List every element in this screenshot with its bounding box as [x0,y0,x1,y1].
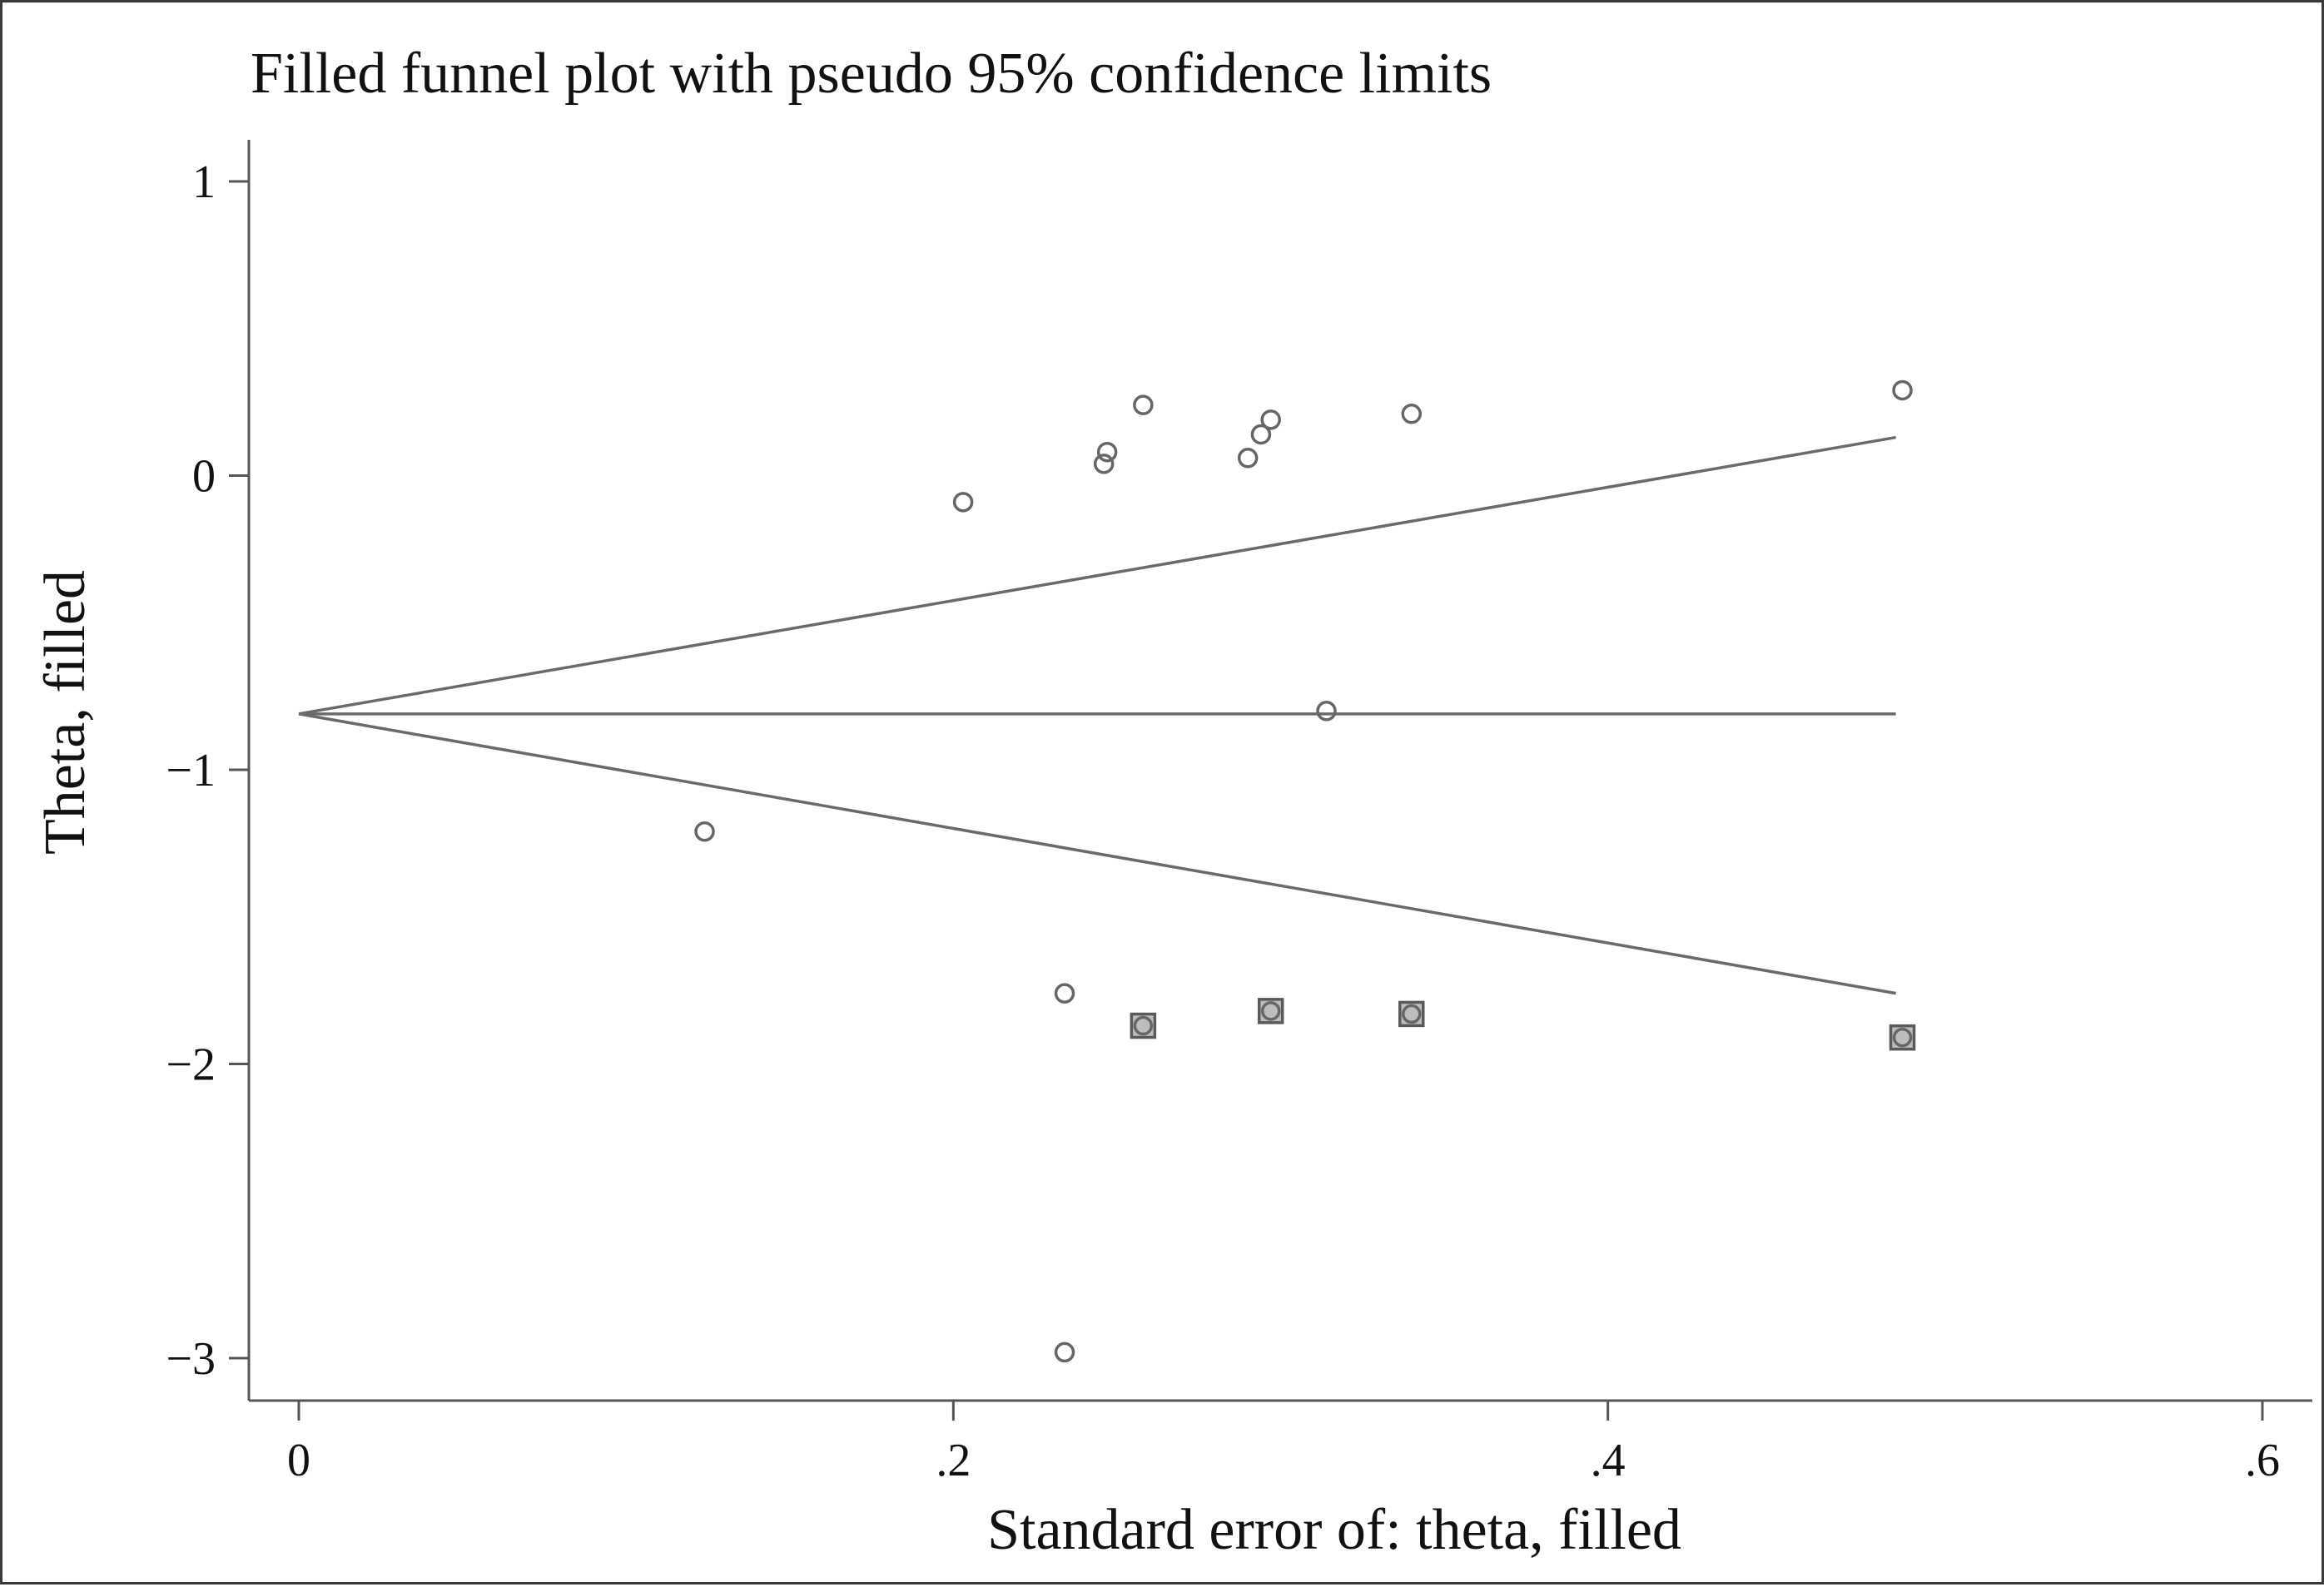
study-point [1093,454,1115,474]
x-tick-label: 0 [287,1435,310,1486]
study-point [1250,424,1272,445]
x-tick-label: .4 [1591,1435,1626,1486]
filled-study-point [1889,1024,1916,1051]
study-point [1133,394,1154,415]
filled-study-circle [1892,1027,1913,1048]
study-point [1096,441,1118,463]
filled-study-circle [1133,1015,1154,1036]
y-tick-label: 0 [192,451,216,503]
study-point [1054,1342,1075,1363]
x-tick-label: .2 [936,1435,971,1486]
y-tick-label: −2 [166,1039,216,1091]
study-point [1316,701,1337,722]
study-point [952,492,974,513]
study-point [1892,379,1913,401]
lower-confidence-limit [298,712,1896,995]
filled-study-point [1398,1000,1425,1028]
study-point [694,821,715,842]
funnel-lines [298,435,1896,995]
data-points [694,379,1916,1363]
axes: 1 0 −1 −2 −3 0 .2 .4 .6 [166,140,2312,1486]
study-point [1260,409,1281,430]
study-point [1401,404,1423,424]
filled-study-circle [1402,1004,1422,1024]
study-point [1237,448,1259,469]
x-tick-label: .6 [2245,1435,2280,1486]
filled-study-circle [1260,1001,1281,1021]
chart-title: Filled funnel plot with pseudo 95% confi… [251,42,1492,106]
filled-study-point [1257,998,1284,1024]
y-tick-label: 1 [192,156,216,208]
upper-confidence-limit [298,435,1896,716]
filled-study-point [1130,1012,1157,1039]
x-axis-label: Standard error of: theta, filled [987,1498,1681,1562]
study-point [1054,983,1075,1004]
y-tick-label: −1 [166,745,216,796]
y-tick-label: −3 [166,1333,216,1385]
y-axis-label: Theta, filled [33,570,97,855]
